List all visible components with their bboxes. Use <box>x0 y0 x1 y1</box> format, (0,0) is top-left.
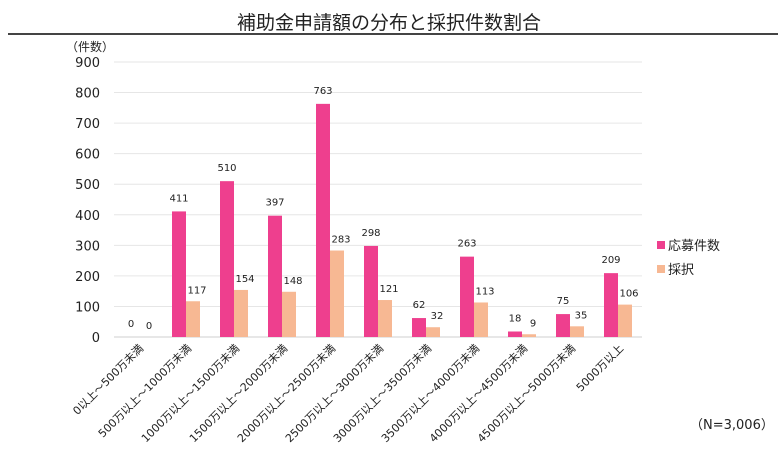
y-tick-label: 800 <box>75 87 100 102</box>
bar-adopted <box>378 300 392 337</box>
bar-applications <box>412 318 426 337</box>
bar-applications <box>556 314 570 337</box>
chart-title: 補助金申請額の分布と採択件数割合 <box>236 12 541 34</box>
x-tick-label: 4000万以上～4500万未満 <box>427 342 530 445</box>
data-label: 18 <box>509 314 522 325</box>
y-axis-label: （件数） <box>66 40 115 54</box>
bar-adopted <box>522 334 536 337</box>
legend-label: 採択 <box>668 263 694 278</box>
data-label: 106 <box>619 289 638 300</box>
bar-applications <box>364 245 378 337</box>
data-label: 117 <box>187 285 206 296</box>
data-label: 411 <box>169 193 188 204</box>
bar-applications <box>316 103 330 337</box>
bar-adopted <box>234 289 248 337</box>
bar-adopted <box>618 304 632 337</box>
y-tick-label: 200 <box>75 270 100 285</box>
legend-swatch <box>657 265 665 273</box>
data-label: 75 <box>557 296 570 307</box>
bar-applications <box>508 331 522 337</box>
sample-size-note: （N=3,006） <box>690 418 774 433</box>
bar-adopted <box>186 301 200 337</box>
bar-applications <box>460 256 474 337</box>
bar-applications <box>220 181 234 337</box>
data-label: 9 <box>530 318 536 329</box>
y-tick-label: 400 <box>75 209 100 224</box>
y-tick-label: 300 <box>75 239 100 254</box>
bar-adopted <box>282 291 296 337</box>
data-label: 121 <box>379 284 398 295</box>
data-label: 263 <box>457 239 476 250</box>
x-tick-label: 3500万以上～4000万未満 <box>379 342 482 445</box>
data-label: 154 <box>235 274 254 285</box>
y-tick-label: 600 <box>75 148 100 163</box>
bar-applications <box>172 211 186 337</box>
y-tick-label: 500 <box>75 178 100 193</box>
data-label: 0 <box>128 319 134 330</box>
data-label: 397 <box>265 198 284 209</box>
bar-adopted <box>426 327 440 337</box>
bar-applications <box>268 215 282 337</box>
data-label: 32 <box>431 311 444 322</box>
data-label: 209 <box>601 255 620 266</box>
x-tick-label: 4500万以上～5000万未満 <box>475 342 578 445</box>
x-tick-label: 3000万以上～3500万未満 <box>331 342 434 445</box>
x-tick-label: 2500万以上～3000万未満 <box>283 342 386 445</box>
bar-adopted <box>330 250 344 337</box>
y-tick-label: 900 <box>75 56 100 71</box>
x-tick-label: 2000万以上～2500万未満 <box>235 342 338 445</box>
x-tick-label: 500万以上～1000万未満 <box>96 342 194 440</box>
data-label: 148 <box>283 276 302 287</box>
bar-adopted <box>474 302 488 337</box>
legend-swatch <box>657 241 665 249</box>
y-tick-label: 100 <box>75 300 100 315</box>
y-tick-label: 0 <box>92 331 100 346</box>
data-label: 0 <box>146 321 152 332</box>
data-label: 510 <box>217 163 236 174</box>
data-label: 283 <box>331 235 350 246</box>
title-divider <box>8 33 778 35</box>
x-tick-label: 1500万以上～2000万未満 <box>187 342 290 445</box>
legend-label: 応募件数 <box>668 239 720 254</box>
data-label: 763 <box>313 86 332 97</box>
data-label: 62 <box>413 300 426 311</box>
x-tick-label: 1000万以上～1500万未満 <box>139 342 242 445</box>
bar-applications <box>604 273 618 337</box>
x-tick-label: 5000万以上 <box>574 342 626 394</box>
bar-adopted <box>570 326 584 337</box>
y-tick-label: 700 <box>75 117 100 132</box>
data-label: 35 <box>575 310 588 321</box>
data-label: 113 <box>475 286 494 297</box>
data-label: 298 <box>361 228 380 239</box>
